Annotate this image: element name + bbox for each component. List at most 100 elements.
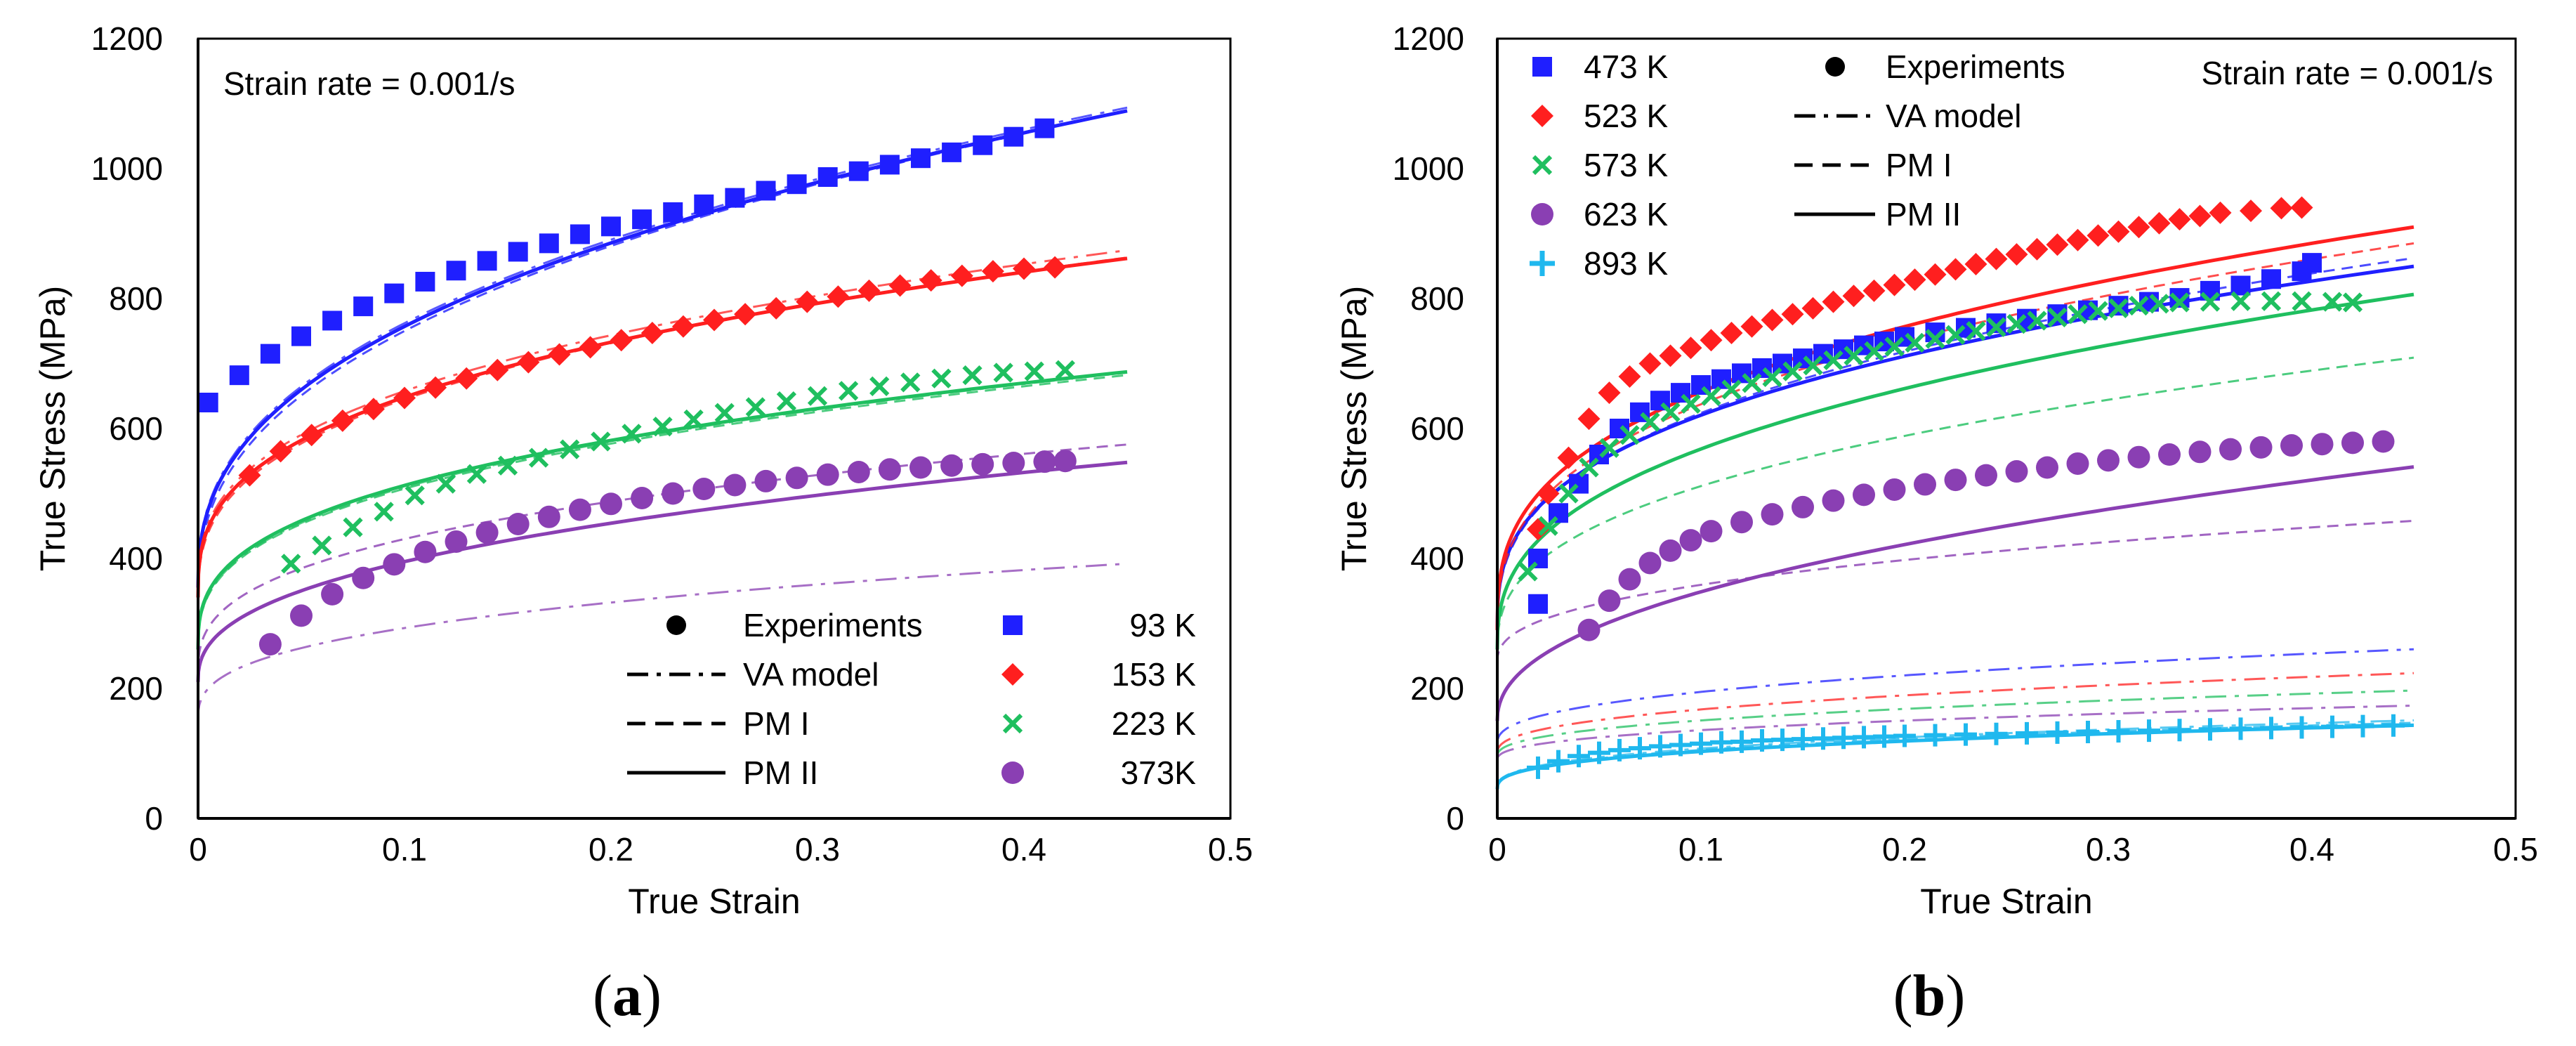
experiment-point-373k	[662, 482, 685, 505]
experiment-point-153k	[455, 367, 478, 390]
experiment-point-623k	[2127, 445, 2150, 469]
y-tick-label: 200	[109, 670, 163, 707]
y-axis-title-b: True Stress (MPa)	[1334, 286, 1374, 572]
va-model-curve-373k	[197, 562, 1128, 721]
experiment-point-523k	[1883, 273, 1906, 296]
experiment-point-153k	[671, 315, 695, 338]
experiment-point-573k	[1518, 561, 1538, 582]
experiment-point-573k	[2292, 291, 2312, 311]
pm2-curve-223k	[196, 370, 1128, 650]
experiment-point-573k	[2261, 291, 2282, 311]
experiment-point-373k	[940, 454, 964, 477]
y-axis-title-a: True Stress (MPa)	[33, 286, 72, 572]
experiment-point-93k	[322, 310, 343, 331]
experiment-point-893k	[1649, 735, 1671, 758]
x-tick-label: 0.4	[2289, 831, 2334, 868]
experiment-point-573k	[1823, 350, 1844, 370]
experiment-point-623k	[1944, 469, 1967, 492]
experiment-point-573k	[1884, 336, 1905, 357]
experiment-point-623k	[2188, 440, 2212, 464]
experiment-point-223k	[745, 397, 765, 417]
experiment-point-623k	[2372, 430, 2395, 453]
experiment-point-893k	[1690, 732, 1712, 755]
experiment-point-893k	[2351, 714, 2374, 738]
experiment-point-373k	[537, 505, 560, 528]
x-tick-label: 0.5	[1208, 831, 1253, 868]
experiment-point-893k	[2260, 717, 2282, 740]
experiment-point-373k	[631, 486, 654, 509]
experiment-point-523k	[1903, 268, 1926, 292]
experiment-point-893k	[2016, 721, 2038, 745]
x-tick-labels-b: 0 0.1 0.2 0.3 0.4 0.5	[1488, 831, 2538, 868]
y-tick-label: 600	[109, 410, 163, 447]
experiment-point-573k	[1619, 425, 1640, 445]
legend-label-93k: 93 K	[1129, 607, 1196, 643]
legend-marker-experiments	[666, 615, 686, 635]
experiment-point-223k	[343, 517, 363, 537]
experiment-point-623k	[2097, 449, 2120, 472]
legend-marker-223k	[1002, 713, 1023, 734]
experiment-point-523k	[2005, 243, 2028, 266]
experiment-point-93k	[1034, 118, 1055, 138]
experiment-point-893k	[1954, 723, 1977, 746]
experiment-point-523k	[1700, 329, 1723, 352]
experiment-point-623k	[1700, 520, 1723, 543]
legend-label-373k: 373K	[1121, 754, 1197, 791]
legend-b: 473 K 523 K 573 K 623 K 893 K Experiment…	[1530, 48, 2065, 282]
experiment-point-623k	[2219, 438, 2242, 461]
x-axis-title-a: True Strain	[628, 882, 800, 921]
experiment-point-223k	[560, 439, 580, 459]
experiment-point-153k	[765, 296, 788, 320]
experiment-point-223k	[281, 554, 301, 574]
pm2-curve-623k	[1495, 465, 2414, 721]
experiment-point-623k	[2158, 443, 2181, 466]
experiment-point-523k	[2148, 211, 2171, 235]
experiment-point-223k	[312, 535, 332, 556]
va-model-curve-623k	[1496, 705, 2414, 761]
experiment-point-893k	[1588, 741, 1610, 764]
experiment-point-573k	[2200, 292, 2221, 312]
experiment-point-573k	[1864, 341, 1884, 362]
legend-label-va: VA model	[1886, 98, 2021, 134]
experiment-point-93k	[942, 142, 962, 162]
experiment-point-373k	[692, 478, 716, 501]
experiment-point-223k	[838, 381, 859, 401]
experiment-point-523k	[2066, 228, 2089, 251]
experiment-point-893k	[1853, 726, 1875, 749]
experiment-point-223k	[900, 372, 921, 393]
experiment-point-623k	[1679, 529, 1702, 552]
va-model-curve-523k	[1496, 672, 2414, 754]
experiment-point-153k	[981, 260, 1004, 283]
experiment-point-893k	[1924, 724, 1947, 747]
experiment-point-523k	[1985, 247, 2008, 270]
experiment-point-893k	[2199, 718, 2221, 741]
experiment-point-373k	[352, 566, 375, 589]
experiment-point-153k	[703, 308, 725, 332]
experiment-point-153k	[238, 464, 261, 487]
experiment-point-523k	[2240, 200, 2262, 223]
experiment-point-223k	[405, 485, 425, 506]
experiment-point-93k	[384, 283, 405, 303]
experiment-point-373k	[258, 633, 282, 656]
experiment-point-893k	[2290, 716, 2313, 739]
strain-rate-note-a: Strain rate = 0.001/s	[223, 65, 515, 102]
experiment-point-153k	[610, 329, 633, 352]
x-tick-label: 0.3	[795, 831, 840, 868]
legend-marker-523k	[1531, 105, 1553, 127]
experiment-point-373k	[445, 530, 468, 553]
experiment-point-893k	[1832, 726, 1855, 750]
experiment-point-573k	[1701, 386, 1721, 406]
experiment-point-223k	[1024, 361, 1044, 381]
legend-marker-893k	[1530, 251, 1555, 276]
experiment-point-523k	[1924, 263, 1947, 286]
legend-marker-153k	[1001, 663, 1024, 686]
experiment-point-523k	[1638, 352, 1662, 375]
legend-label-473k: 473 K	[1584, 48, 1669, 85]
panel-b-chart: 0 0.1 0.2 0.3 0.4 0.5 0 200 400 600 800 …	[1334, 20, 2538, 1028]
experiment-point-153k	[1013, 257, 1035, 280]
experiment-point-223k	[652, 417, 673, 437]
experiment-point-223k	[869, 376, 890, 396]
experiment-point-153k	[517, 351, 540, 374]
experiment-point-573k	[2169, 292, 2190, 313]
va-model-curve-573k	[1496, 689, 2414, 757]
